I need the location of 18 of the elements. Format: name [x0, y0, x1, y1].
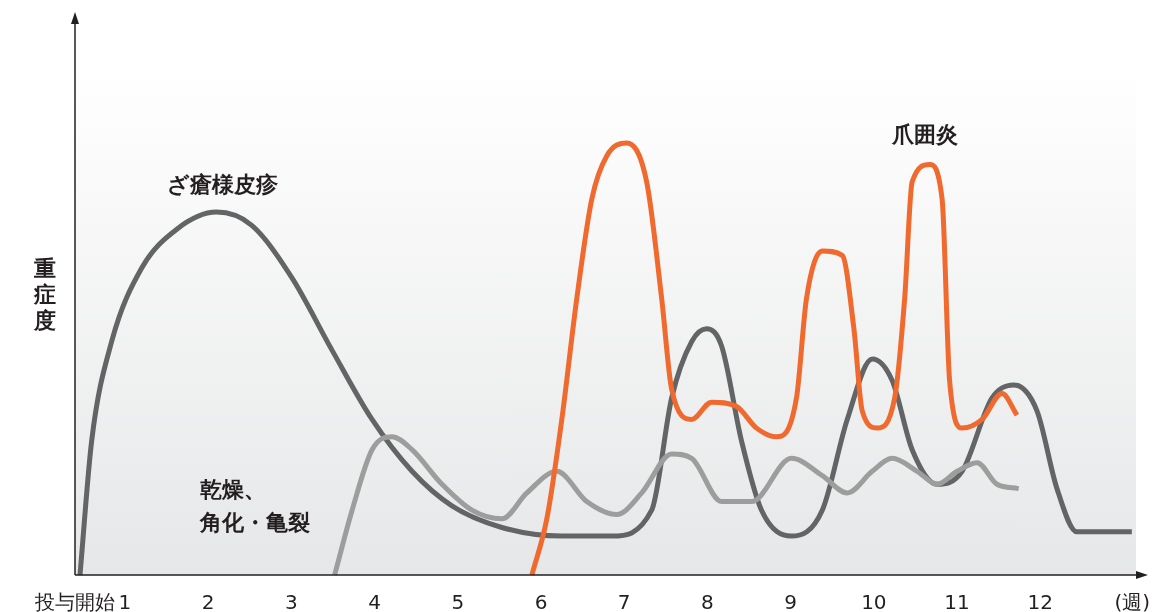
- x-tick-label: 8: [701, 590, 714, 612]
- x-tick-label: 投与開始: [34, 590, 115, 612]
- x-tick-label: 3: [284, 590, 298, 612]
- y-axis-title: 重症度: [33, 256, 56, 333]
- x-tick-label: 9: [784, 590, 798, 612]
- x-tick-label: 2: [201, 590, 215, 612]
- series-label: 爪囲炎: [891, 122, 958, 147]
- x-tick-label: 5: [451, 590, 465, 612]
- x-tick-label: 7: [617, 590, 631, 612]
- series-label: ざ瘡様皮疹: [166, 172, 279, 197]
- x-axis-title: (週): [1114, 590, 1150, 612]
- series-label: 乾燥、角化・亀裂: [199, 477, 310, 535]
- x-tick-label: 1: [118, 590, 132, 612]
- x-tick-label: 4: [368, 590, 381, 612]
- x-tick-label: 10: [861, 590, 887, 612]
- x-tick-label: 6: [534, 590, 548, 612]
- x-tick-label: 12: [1027, 590, 1054, 612]
- x-tick-label: 11: [944, 590, 970, 612]
